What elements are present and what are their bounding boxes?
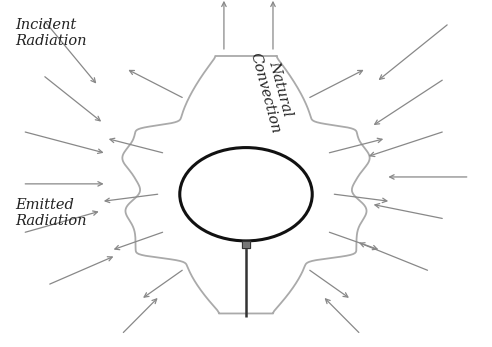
Text: Emitted
Radiation: Emitted Radiation bbox=[15, 198, 87, 228]
Polygon shape bbox=[242, 241, 250, 248]
Text: Incident
Radiation: Incident Radiation bbox=[15, 18, 87, 48]
Text: Natural
Convection: Natural Convection bbox=[247, 46, 298, 135]
